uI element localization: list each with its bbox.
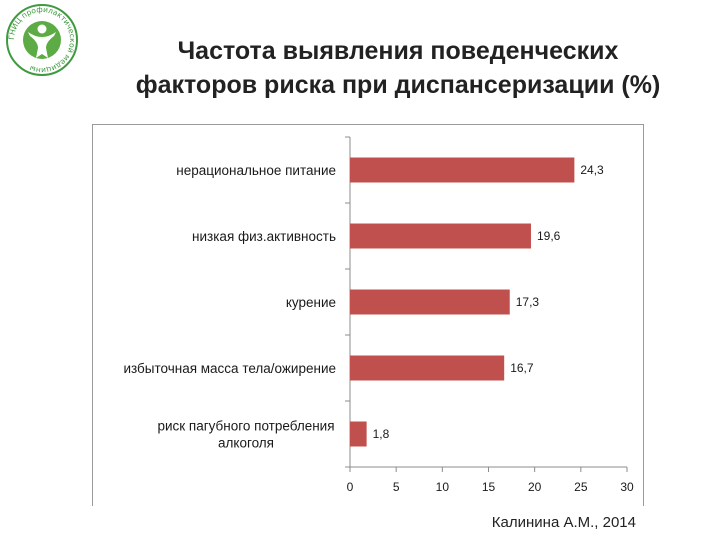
x-tick-label: 25 [574, 480, 588, 494]
author-credit: Калинина А.М., 2014 [491, 514, 636, 531]
logo-figure-head-icon [37, 24, 47, 34]
bar [350, 223, 531, 249]
x-tick-label: 30 [620, 480, 634, 494]
logo: ГНИЦ профилактической медицины [6, 4, 78, 76]
category-label: риск пагубного потребления алкоголя [157, 419, 334, 451]
category-label-line: избыточная масса тела/ожирение [123, 361, 336, 376]
x-tick-label: 5 [393, 480, 400, 494]
bar-value-label: 16,7 [510, 361, 534, 375]
page-title-line-2: факторов риска при диспансеризации (%) [135, 71, 661, 99]
bar [350, 355, 505, 381]
logo-figure-icon [28, 32, 56, 58]
bar [350, 157, 575, 183]
category-label-line: риск пагубного потребления [157, 419, 334, 434]
category-label: курение [286, 295, 336, 310]
category-label-line: алкоголя [218, 436, 274, 451]
chart-frame: 0 5 10 15 20 25 30 24,3 нерациональное питание 19… [92, 124, 644, 506]
category-label: избыточная масса тела/ожирение [123, 361, 336, 376]
bar-value-label: 24,3 [580, 163, 604, 177]
category-label: нерациональное питание [176, 163, 336, 178]
bar [350, 421, 367, 447]
page-title-line-1: Частота выявления поведенческих [177, 37, 619, 65]
x-tick-label: 20 [528, 480, 542, 494]
bar-value-label: 17,3 [516, 295, 540, 309]
bar-chart: 0 5 10 15 20 25 30 24,3 нерациональное питание 19… [123, 136, 634, 494]
x-tick-label: 15 [482, 480, 496, 494]
x-tick-label: 10 [436, 480, 450, 494]
bar [350, 289, 510, 315]
bar-value-label: 1,8 [373, 427, 390, 441]
x-tick-label: 0 [347, 480, 354, 494]
bar-value-label: 19,6 [537, 229, 561, 243]
category-label-line: нерациональное питание [176, 163, 336, 178]
page-title: Частота выявления поведенческих факторов… [90, 34, 706, 102]
category-label: низкая физ.активность [192, 229, 336, 244]
category-label-line: низкая физ.активность [192, 229, 336, 244]
category-label-line: курение [286, 295, 336, 310]
